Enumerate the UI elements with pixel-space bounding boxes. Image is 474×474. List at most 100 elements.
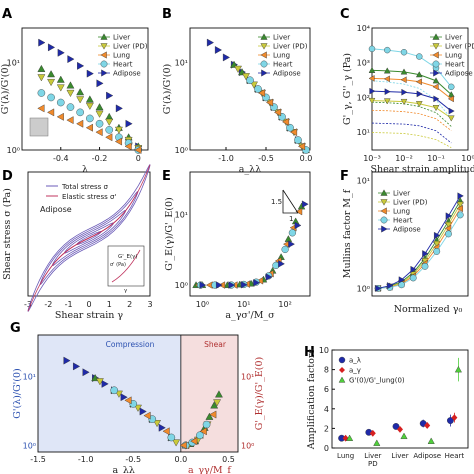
data-point — [400, 68, 408, 75]
data-point — [85, 102, 94, 110]
data-point — [124, 396, 132, 405]
data-point — [222, 53, 231, 62]
data-point — [286, 123, 294, 132]
x-tick-label: 10⁰ — [461, 154, 474, 163]
data-point — [124, 142, 132, 151]
data-point — [205, 412, 214, 420]
data-point — [297, 142, 306, 151]
data-point — [288, 240, 295, 248]
series-line — [377, 195, 461, 289]
data-point — [416, 90, 423, 98]
x-tick-label: 10¹ — [237, 300, 250, 309]
legend-label: Liver — [393, 190, 410, 198]
data-point — [392, 423, 400, 430]
data-point — [172, 439, 181, 447]
x-axis-label-left: a_λλ — [112, 465, 134, 474]
data-point — [143, 411, 151, 420]
data-point — [451, 414, 458, 422]
legend-marker — [261, 69, 268, 77]
data-point — [37, 74, 46, 82]
x-tick-label: 0.5 — [222, 455, 235, 464]
loss-line — [371, 80, 452, 119]
data-point — [95, 119, 104, 128]
data-point — [56, 75, 65, 83]
data-point — [383, 75, 390, 83]
data-point — [105, 112, 114, 120]
legend-marker — [100, 51, 107, 59]
x-tick-label: 1 — [107, 300, 112, 309]
panel-d: D -3 -2 -1 0 1 2 3 Shear strain γ Shear stress σ … — [2, 164, 153, 321]
data-point — [427, 437, 435, 444]
data-point — [456, 205, 463, 213]
data-point — [199, 427, 207, 436]
x-axis-label-right: a_γγ/M_f — [188, 465, 232, 474]
x-tick-label: 10⁻¹ — [427, 154, 445, 163]
data-point — [101, 379, 109, 388]
legend-label: Heart — [445, 61, 465, 69]
x-tick-label: -0.4 — [53, 154, 69, 163]
data-point — [253, 278, 261, 287]
inset-label: G'_E(γ) — [118, 254, 138, 260]
panel-label: G — [10, 321, 21, 336]
data-point — [289, 128, 298, 137]
data-point — [37, 89, 46, 97]
loss-line — [371, 122, 452, 144]
legend-marker — [339, 367, 345, 373]
data-point — [73, 362, 81, 371]
legend-label: Lung — [445, 52, 462, 60]
data-point — [162, 427, 170, 436]
y-axis-label: G'(λ)/G'(0) — [162, 64, 173, 115]
data-point — [115, 104, 123, 113]
data-point — [415, 101, 423, 108]
x-tick-label: 0 — [86, 300, 91, 309]
data-point — [153, 420, 161, 428]
y-axis-label: G'_E(γ)/G'_E(0) — [164, 197, 175, 271]
data-point — [76, 119, 84, 128]
category-label: Heart — [445, 452, 465, 460]
data-point — [76, 96, 85, 104]
y-tick-label: 2 — [324, 424, 329, 433]
legend-label: Lung — [273, 52, 290, 60]
x-axis-label: λ — [82, 164, 88, 175]
data-point — [278, 260, 285, 268]
data-point — [400, 98, 408, 106]
data-point — [134, 146, 142, 154]
legend-label: Liver — [273, 34, 290, 42]
loss-line — [371, 101, 452, 127]
panel-label: H — [304, 345, 315, 360]
panel-c: C 10⁻³ 10⁻² 10⁻¹ 10⁰ 10¹ 10² 10³ 10⁴ Shear strain… — [340, 7, 474, 175]
data-point — [422, 250, 429, 258]
panel-g: G Compression Shear -1.5 -1.0 -0.5 0.0 0.5 10⁰ 10… — [10, 321, 265, 474]
data-point — [206, 38, 215, 47]
legend-label: Lung — [113, 52, 130, 60]
category-label: PD — [368, 460, 378, 468]
panel-label: D — [2, 169, 13, 184]
x-tick-label: -3 — [24, 300, 32, 309]
y-axis-label: Shear stress σ (Pa) — [2, 188, 13, 280]
data-point — [432, 83, 439, 91]
inset-label: σ' (Pa) — [110, 262, 126, 268]
data-point — [448, 107, 455, 115]
plot-frame — [37, 334, 239, 453]
x-tick-label: -0.2 — [92, 154, 108, 163]
legend-marker — [338, 376, 346, 383]
total-stress-loop — [51, 209, 127, 267]
y-axis-label-left: G'(λ)/G'(0) — [12, 368, 23, 419]
data-point — [76, 88, 85, 96]
data-point — [56, 98, 65, 107]
data-point — [202, 420, 211, 429]
legend-label: Lung — [393, 208, 410, 216]
x-tick-label: 10² — [278, 300, 291, 309]
data-point — [433, 231, 441, 239]
data-point — [383, 98, 391, 105]
plot-frame — [21, 27, 149, 151]
tissue-sketch — [29, 117, 49, 137]
data-point — [256, 277, 264, 285]
x-axis-label: Shear strain amplitude — [370, 164, 474, 175]
legend-marker — [433, 69, 440, 77]
data-point — [120, 393, 128, 402]
x-tick-label: 3 — [147, 300, 152, 309]
data-point — [398, 276, 406, 284]
legend-marker — [380, 207, 387, 215]
data-point — [139, 407, 147, 416]
